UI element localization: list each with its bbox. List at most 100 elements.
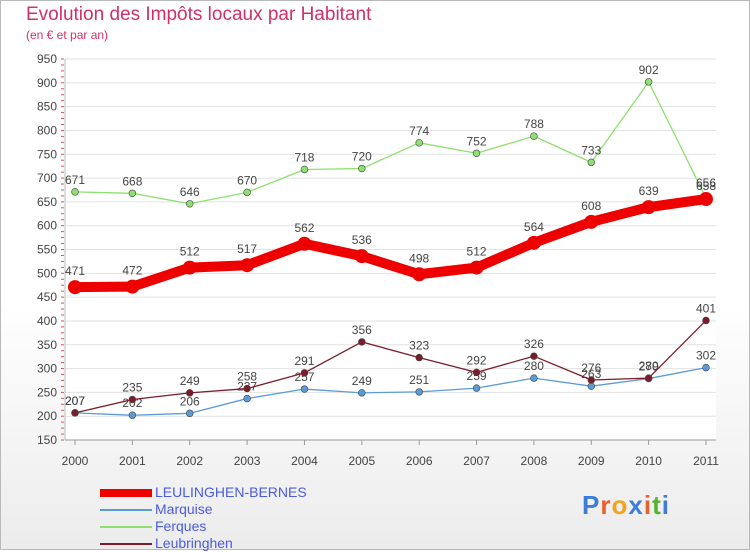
- x-tick-label: 2005: [348, 454, 375, 468]
- logo-letter: P: [582, 490, 601, 520]
- data-label: 326: [524, 337, 544, 351]
- data-label: 279: [639, 360, 659, 374]
- y-tick-label: 500: [37, 266, 57, 280]
- data-point: [186, 200, 194, 208]
- data-label: 206: [180, 394, 200, 408]
- data-point: [587, 158, 595, 167]
- data-label: 291: [294, 354, 314, 368]
- data-point: [300, 385, 309, 393]
- data-point: [71, 188, 79, 196]
- data-label: 517: [237, 242, 257, 256]
- data-point: [358, 338, 366, 346]
- data-point: [186, 409, 194, 418]
- data-point: [358, 164, 366, 173]
- data-point: [243, 384, 251, 393]
- series-line-marquise: [74, 366, 707, 416]
- data-label: 259: [467, 369, 487, 383]
- data-label: 671: [65, 173, 85, 187]
- data-point: [128, 395, 137, 404]
- data-label: 720: [352, 150, 372, 164]
- data-point: [472, 368, 481, 377]
- data-point: [186, 389, 194, 397]
- data-point: [71, 409, 79, 417]
- legend-swatch: [100, 543, 152, 545]
- data-label: 536: [352, 233, 372, 247]
- logo-letter: x: [628, 490, 644, 520]
- x-tick-label: 2010: [635, 454, 662, 468]
- y-tick-label: 850: [37, 100, 57, 114]
- data-point: [415, 139, 423, 147]
- data-point: [530, 374, 538, 382]
- legend-swatch: [100, 489, 152, 497]
- proxiti-logo: Proxiti: [582, 490, 670, 521]
- logo-letter: t: [652, 490, 662, 520]
- series-line-ferques: [74, 81, 707, 205]
- y-tick-label: 900: [37, 76, 57, 90]
- series-line-leulinghen-bernes: [70, 194, 711, 293]
- data-point: [644, 78, 653, 86]
- y-tick-label: 550: [37, 243, 57, 257]
- data-label: 207: [65, 394, 85, 408]
- data-point: [415, 388, 423, 396]
- data-point: [472, 384, 481, 392]
- data-point: [526, 235, 541, 250]
- data-point: [415, 353, 423, 362]
- data-label: 718: [294, 150, 314, 164]
- data-label: 280: [524, 359, 544, 373]
- y-tick-label: 600: [37, 219, 57, 233]
- x-tick-label: 2007: [463, 454, 490, 468]
- data-point: [587, 382, 595, 390]
- data-label: 752: [467, 134, 487, 148]
- data-label: 207: [65, 394, 85, 408]
- chart-subtitle: (en € et par an): [26, 28, 109, 42]
- y-tick-label: 700: [37, 171, 57, 185]
- logo-letter: r: [600, 490, 612, 520]
- data-label: 472: [122, 264, 142, 278]
- y-tick-label: 200: [37, 409, 57, 423]
- data-label: 258: [237, 370, 257, 384]
- data-point: [354, 249, 369, 264]
- data-label: 292: [467, 353, 487, 367]
- logo-letter: i: [661, 490, 670, 520]
- y-tick-label: 350: [37, 338, 57, 352]
- x-tick-label: 2009: [578, 454, 605, 468]
- data-point: [240, 258, 255, 273]
- data-point: [243, 394, 251, 403]
- logo-letter: i: [643, 490, 653, 520]
- y-tick-label: 150: [37, 433, 57, 447]
- data-label: 658: [696, 179, 716, 193]
- data-point: [128, 189, 137, 198]
- x-tick-label: 2006: [406, 454, 433, 468]
- x-tick-label: 2004: [291, 454, 318, 468]
- legend-swatch: [100, 509, 152, 511]
- data-point: [128, 411, 137, 419]
- data-label: 251: [409, 373, 429, 387]
- legend-label: Marquise: [155, 501, 213, 517]
- chart-title: Evolution des Impôts locaux par Habitant: [26, 4, 372, 25]
- y-tick-label: 800: [37, 123, 57, 137]
- data-point: [699, 192, 713, 207]
- data-point: [702, 316, 710, 325]
- data-point: [300, 369, 309, 377]
- data-label: 276: [581, 361, 601, 375]
- y-tick-label: 750: [37, 147, 57, 161]
- data-label: 249: [180, 374, 200, 388]
- x-tick-label: 2002: [176, 454, 203, 468]
- data-label: 639: [639, 184, 659, 198]
- data-label: 401: [696, 301, 716, 315]
- data-label: 562: [294, 221, 314, 235]
- x-tick-label: 2011: [693, 454, 719, 468]
- data-point: [125, 279, 140, 294]
- legend-label: Ferques: [155, 518, 207, 534]
- data-label: 656: [696, 176, 716, 190]
- data-label: 302: [696, 349, 716, 363]
- y-tick-label: 450: [37, 290, 57, 304]
- data-label: 646: [180, 185, 200, 199]
- data-label: 670: [237, 173, 257, 187]
- data-label: 323: [409, 339, 429, 353]
- x-tick-label: 2008: [521, 454, 548, 468]
- data-label: 498: [409, 251, 429, 265]
- series-line-leubringhen: [74, 319, 707, 414]
- data-point: [243, 188, 251, 197]
- data-point: [644, 374, 653, 382]
